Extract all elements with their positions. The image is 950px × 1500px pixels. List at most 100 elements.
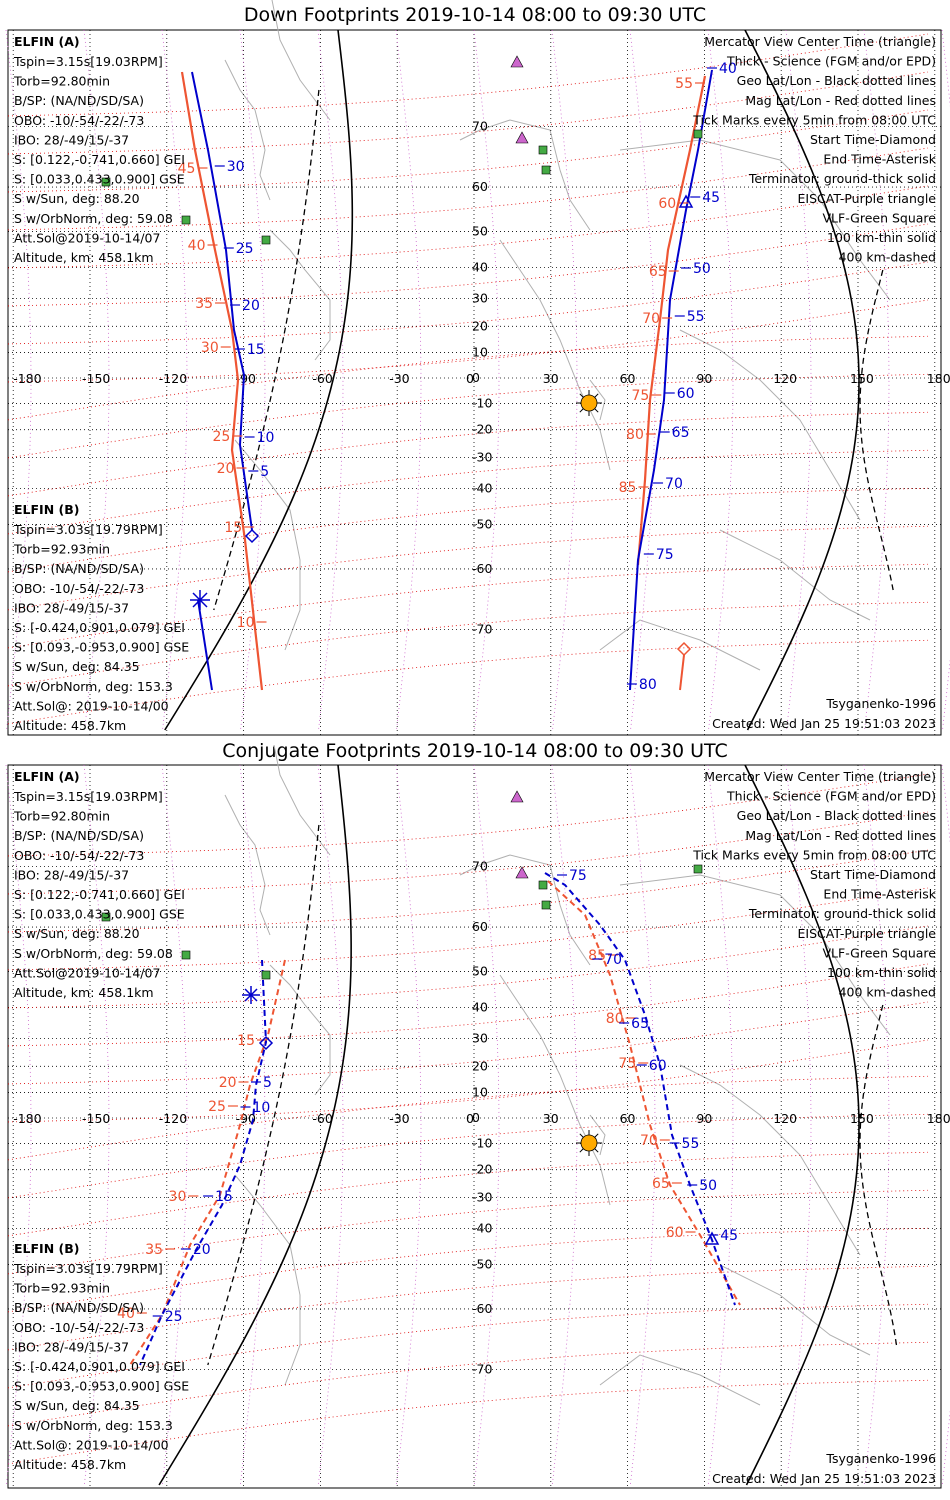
elfin-b-line: Tspin=3.03s[19.79RPM] <box>13 522 163 537</box>
elfin-b-east-label: 65 <box>649 264 667 280</box>
map-frame <box>7 29 942 736</box>
elfin-a-line: S: [0.122,-0.741,0.660] GEI <box>14 887 185 902</box>
lat-tick-label: -30 <box>472 450 492 465</box>
elfin-b-header: ELFIN (B) <box>14 502 79 517</box>
elfin-b-line: IBO: 28/-49/15/-37 <box>14 1339 129 1354</box>
legend-entry: VLF-Green Square <box>822 210 936 225</box>
elfin-b-line: S: [0.093,-0.953,0.900] GSE <box>14 1379 189 1394</box>
elfin-b-west-label: 35 <box>195 296 213 312</box>
legend-entry: Geo Lat/Lon - Black dotted lines <box>737 73 936 88</box>
eiscat-triangle <box>515 131 529 144</box>
coastline-segment <box>499 974 611 1206</box>
mag-parallel <box>7 1303 929 1389</box>
elfin-a-west-label: 30 <box>227 159 245 175</box>
mag-meridian <box>395 29 422 731</box>
elfin-b-east-label: 60 <box>658 196 676 212</box>
mag-parallel <box>7 335 929 421</box>
elfin-a-line: Altitude, km: 458.1km <box>14 985 154 1000</box>
legend-entry: Mag Lat/Lon - Red dotted lines <box>745 828 936 843</box>
legend: Mercator View Center Time (triangle) Thic… <box>692 769 937 1000</box>
lon-tick-label: -180 <box>13 371 41 386</box>
mag-parallel <box>7 71 929 155</box>
vlf-square <box>693 129 703 139</box>
coastline-segment <box>269 964 331 1096</box>
elfin-a-line: IBO: 28/-49/15/-37 <box>14 132 129 147</box>
legend-entry: Mercator View Center Time (triangle) <box>704 34 936 49</box>
lon-tick-label: 30 <box>543 1111 559 1126</box>
legend-entry: Thick - Science (FGM and/or EPD) <box>726 54 936 69</box>
mag-parallel <box>7 887 929 971</box>
lon-tick-label: 0 <box>466 371 474 386</box>
legend-entry: Thick - Science (FGM and/or EPD) <box>726 789 936 804</box>
coastline-segment <box>459 854 591 966</box>
elfin-a-track-west <box>139 959 268 1366</box>
mag-parallel <box>7 811 929 895</box>
elfin-a-east-label: 45 <box>720 1228 738 1244</box>
elfin-a-line: OBO: -10/-54/-22/-73 <box>14 113 144 128</box>
elfin-a-line: B/SP: (NA/ND/SD/SA) <box>14 93 144 108</box>
lat-tick-label: 50 <box>472 223 488 238</box>
lat-tick-label: -70 <box>472 1362 492 1377</box>
legend-entry: 100 km-thin solid <box>827 230 936 245</box>
sun-ray <box>594 408 599 413</box>
elfin-a-track-east <box>629 69 713 691</box>
lon-tick-label: 60 <box>620 371 636 386</box>
lat-tick-label: 60 <box>472 919 488 934</box>
elfin-a-line: B/SP: (NA/ND/SD/SA) <box>14 828 144 843</box>
coastline-segment <box>273 745 331 856</box>
elfin-a-header: ELFIN (A) <box>14 34 80 49</box>
mag-parallel <box>7 925 929 1009</box>
coastline-segment <box>459 119 591 231</box>
mag-meridian <box>785 764 812 1486</box>
elfin-b-east-label: 55 <box>675 76 693 92</box>
elfin-b-west-label: 45 <box>178 161 196 177</box>
lon-tick-label: 120 <box>773 1111 797 1126</box>
coastline-segment <box>234 1174 301 1386</box>
conjugate-footprints-map: -180 -150 -120 -90 -60 -30 0 30 60 90 120 150 180706… <box>5 745 950 1489</box>
sun-ray <box>594 1148 599 1153</box>
elfin-b-line: Torb=92.93min <box>13 542 110 557</box>
mag-grid <box>5 764 950 1486</box>
elfin-b-west-label: 25 <box>212 429 230 445</box>
elfin-a-line: S w/OrbNorm, deg: 59.08 <box>14 211 173 226</box>
eiscat-triangle <box>510 790 524 803</box>
mag-meridian <box>785 29 812 731</box>
elfin-a-line: IBO: 28/-49/15/-37 <box>14 867 129 882</box>
elfin-a-west-label: 20 <box>242 298 260 314</box>
mag-parallel <box>7 773 929 857</box>
footer-created: Created: Wed Jan 25 19:51:03 2023 <box>712 716 936 731</box>
lat-tick-label: 30 <box>472 290 488 305</box>
legend-entry: Tick Marks every 5min from 08:00 UTC <box>692 112 936 127</box>
legend-entry: End Time-Asterisk <box>823 152 936 167</box>
elfin-a-line: Altitude, km: 458.1km <box>14 250 154 265</box>
mag-parallel <box>7 563 929 649</box>
elfin-b-west-label: 15 <box>237 1033 255 1049</box>
mag-parallel <box>7 185 929 269</box>
mag-parallel <box>7 601 929 687</box>
vlf-square <box>181 950 191 960</box>
elfin-a-west-label: 10 <box>253 1100 271 1116</box>
vlf-square <box>538 880 548 890</box>
mag-meridian <box>5 764 32 1486</box>
mag-parallel <box>7 1341 929 1427</box>
elfin-b-info: ELFIN (B) Tspin=3.03s[19.79RPM] Torb=92.93… <box>13 502 189 733</box>
mag-meridian <box>863 764 890 1486</box>
terminator-curves <box>164 29 894 731</box>
sun-icon <box>580 394 598 412</box>
elfin-a-line: Tspin=3.15s[19.03RPM] <box>13 54 163 69</box>
mag-parallel <box>7 849 929 933</box>
elfin-b-west-label: 20 <box>217 461 235 477</box>
coastline-segment <box>619 139 891 301</box>
mag-meridian <box>161 29 188 731</box>
elfin-a-line: Torb=92.80min <box>13 809 110 824</box>
lon-tick-label: -180 <box>13 1111 41 1126</box>
elfin-a-west-label: 5 <box>260 464 269 480</box>
sun-ray <box>579 1148 584 1153</box>
elfin-a-header: ELFIN (A) <box>14 769 80 784</box>
legend-entry: End Time-Asterisk <box>823 887 936 902</box>
footer-model: Tsyganenko-1996 <box>825 1451 936 1466</box>
vlf-square <box>181 215 191 225</box>
end-asterisk <box>244 988 258 1002</box>
elfin-a-west-label: 20 <box>193 1242 211 1258</box>
panel-title-down: Down Footprints 2019-10-14 08:00 to 09:3… <box>243 4 707 26</box>
